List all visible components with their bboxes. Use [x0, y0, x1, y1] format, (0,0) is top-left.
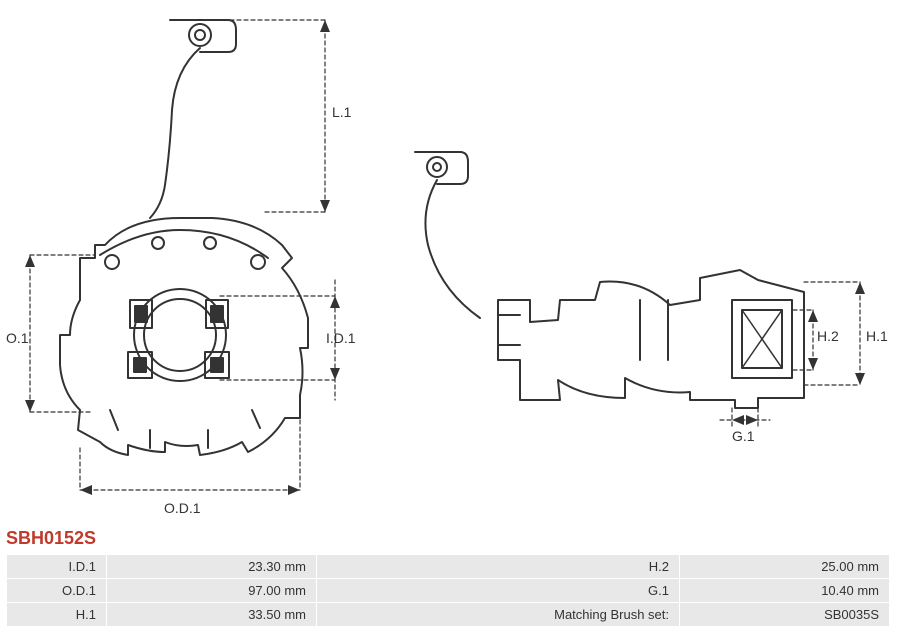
spec-value: 25.00 mm [680, 555, 890, 579]
dim-label-g1: G.1 [732, 428, 755, 444]
table-row: I.D.1 23.30 mm H.2 25.00 mm [7, 555, 890, 579]
spec-value: 33.50 mm [107, 603, 317, 627]
spec-label: O.D.1 [7, 579, 107, 603]
table-row: H.1 33.50 mm Matching Brush set: SB0035S [7, 603, 890, 627]
spec-value: 97.00 mm [107, 579, 317, 603]
dim-label-h1: H.1 [866, 328, 888, 344]
dim-label-od1: O.D.1 [164, 500, 201, 516]
spec-label: G.1 [317, 579, 680, 603]
technical-drawing-area: L.1 O.1 I.D.1 O.D.1 H.1 H.2 G.1 [0, 0, 897, 525]
drawing-svg [0, 0, 897, 525]
dim-label-id1: I.D.1 [326, 330, 356, 346]
part-number: SBH0152S [6, 528, 96, 549]
dim-label-o1: O.1 [6, 330, 29, 346]
spec-value: SB0035S [680, 603, 890, 627]
right-view [415, 152, 804, 408]
spec-label: I.D.1 [7, 555, 107, 579]
spec-value: 10.40 mm [680, 579, 890, 603]
spec-label: H.2 [317, 555, 680, 579]
dim-label-l1: L.1 [332, 104, 351, 120]
spec-label: Matching Brush set: [317, 603, 680, 627]
spec-label: H.1 [7, 603, 107, 627]
spec-table: I.D.1 23.30 mm H.2 25.00 mm O.D.1 97.00 … [6, 554, 890, 627]
dim-label-h2: H.2 [817, 328, 839, 344]
table-row: O.D.1 97.00 mm G.1 10.40 mm [7, 579, 890, 603]
spec-value: 23.30 mm [107, 555, 317, 579]
left-view [60, 20, 308, 455]
